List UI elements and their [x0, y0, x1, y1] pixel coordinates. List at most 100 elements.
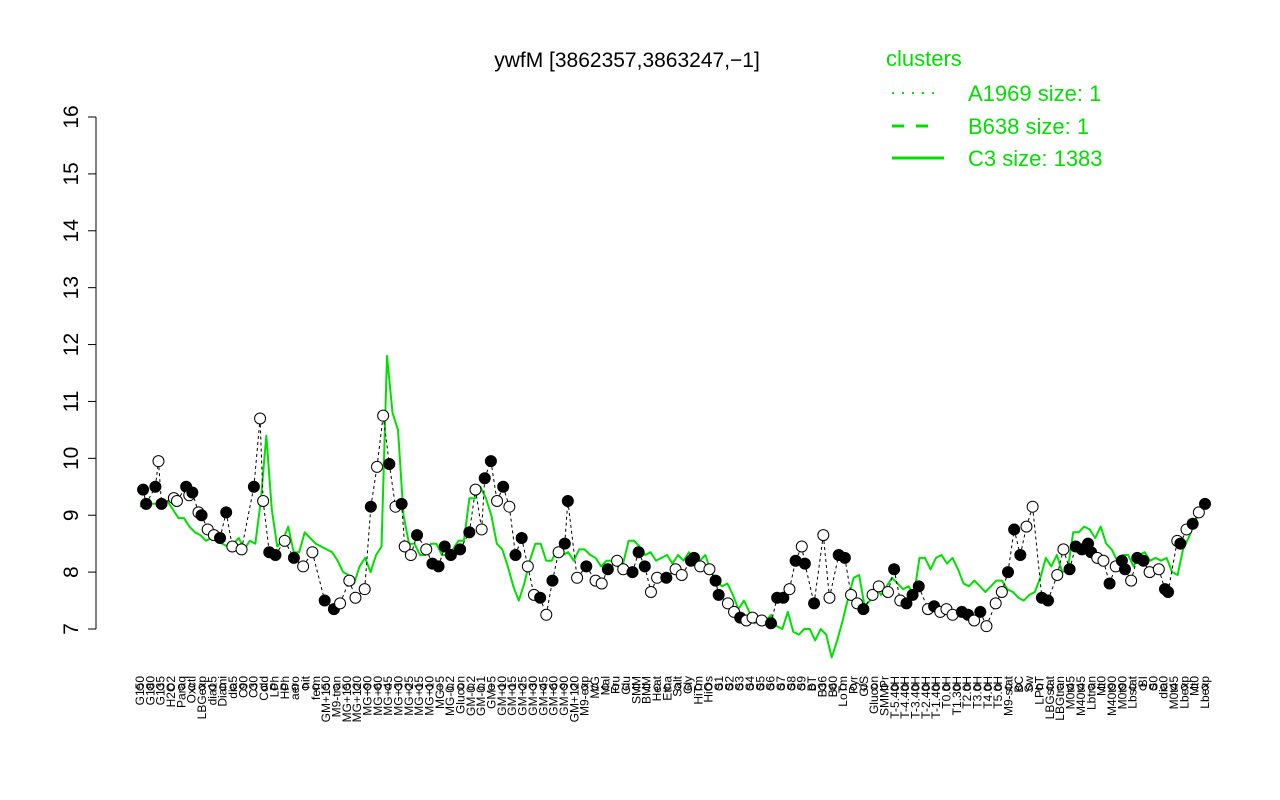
data-point [278, 534, 291, 547]
x-tick-marker [1180, 683, 1188, 691]
x-tick-label: T-3.40H [909, 676, 923, 719]
x-tick-label: Fru [609, 676, 623, 694]
y-tick-label: 12 [60, 333, 83, 356]
data-point [235, 543, 248, 556]
data-point [269, 549, 282, 562]
x-tick-label: dia5 [226, 676, 240, 699]
x-tick-label: S2 [722, 676, 736, 691]
data-point [906, 588, 919, 601]
x-tick-marker [963, 683, 971, 691]
x-tick-marker [1015, 683, 1023, 691]
x-tick-marker [498, 683, 506, 691]
x-tick-label: Sw [1022, 676, 1036, 693]
data-point [438, 540, 451, 553]
data-point [469, 483, 482, 496]
x-tick-marker [911, 683, 919, 691]
marker-connector [219, 512, 227, 539]
x-tick-marker [1118, 683, 1126, 691]
x-tick-label: T5.0H [991, 676, 1005, 709]
x-tick-label: ferm [309, 676, 323, 700]
data-point [398, 540, 411, 553]
data-point [1042, 594, 1055, 607]
data-point [912, 580, 925, 593]
x-tick-marker [922, 683, 930, 691]
x-tick-marker [1025, 683, 1033, 691]
x-tick-label: MG+45 [381, 676, 395, 716]
x-tick-marker [1129, 683, 1137, 691]
x-tick-label: HiTm [691, 676, 705, 705]
x-tick-marker [1067, 683, 1075, 691]
x-tick-marker [519, 683, 527, 691]
data-point [974, 605, 987, 618]
x-tick-marker [1139, 683, 1147, 691]
x-tick-marker [167, 683, 175, 691]
x-tick-marker [829, 683, 837, 691]
data-point [561, 495, 574, 507]
data-point [371, 460, 384, 473]
x-tick-label: S6 [764, 676, 778, 691]
marker-connector [828, 554, 840, 598]
x-tick-label: S8 [784, 676, 798, 691]
x-tick-label: M9-tran [330, 676, 344, 717]
data-point [383, 458, 396, 471]
x-tick-label: Glu [619, 676, 633, 695]
x-tick-marker [767, 683, 775, 691]
x-tick-label: S3 [733, 676, 747, 691]
x-tick-marker [974, 683, 982, 691]
x-tick-marker [839, 683, 847, 691]
marker-connector [364, 506, 372, 590]
x-tick-label: M0t45 [1167, 676, 1181, 710]
x-tick-label: S1 [712, 676, 726, 691]
marker-connector [311, 552, 326, 601]
marker-connector [481, 478, 486, 530]
data-point [1152, 563, 1165, 576]
data-point [497, 480, 510, 493]
data-point [463, 526, 476, 539]
x-tick-marker [1036, 683, 1044, 691]
data-point [1026, 500, 1039, 513]
data-point [155, 497, 168, 510]
x-tick-label: LoTm [836, 676, 850, 707]
x-tick-label: GM+10 [495, 676, 509, 716]
x-tick-label: M40t90 [1105, 676, 1119, 716]
x-tick-marker [260, 683, 268, 691]
data-point [297, 560, 310, 573]
data-point [1097, 554, 1110, 567]
x-tick-label: G/S [857, 676, 871, 697]
x-tick-label: LBGexp [195, 676, 209, 720]
data-point [638, 560, 651, 573]
x-tick-marker [1170, 683, 1178, 691]
data-point [349, 591, 362, 604]
data-point [571, 571, 584, 584]
x-tick-marker [891, 683, 899, 691]
x-tick-label: Heat [650, 675, 664, 701]
x-tick-marker [870, 683, 878, 691]
x-tick-marker [1077, 683, 1085, 691]
x-tick-label: Lbexp [1177, 676, 1191, 709]
data-point [484, 455, 497, 468]
data-point [1014, 549, 1027, 562]
x-tick-label: GM+30 [526, 676, 540, 716]
x-tick-marker [363, 683, 371, 691]
data-point [503, 500, 516, 513]
x-tick-marker [1149, 683, 1157, 691]
x-tick-label: T0.0H [940, 676, 954, 709]
legend-entry-a1969: A1969 size: 1 [968, 81, 1101, 106]
x-tick-label: BT [805, 675, 819, 691]
x-tick-marker [849, 683, 857, 691]
data-point [601, 563, 614, 576]
x-tick-label: BC [1012, 676, 1026, 693]
x-tick-label: GM+5 [485, 676, 499, 709]
x-tick-marker [208, 683, 216, 691]
x-tick-marker [591, 683, 599, 691]
x-tick-marker [239, 683, 247, 691]
x-tick-label: BMM [640, 676, 654, 704]
marker-connector [475, 489, 483, 530]
data-point [247, 480, 260, 493]
x-tick-label: aero [288, 676, 302, 700]
x-tick-marker [301, 683, 309, 691]
marker-connector [370, 466, 378, 507]
x-tick-label: M40t45 [1074, 676, 1088, 716]
x-tick-marker [157, 683, 165, 691]
data-point [795, 540, 808, 553]
